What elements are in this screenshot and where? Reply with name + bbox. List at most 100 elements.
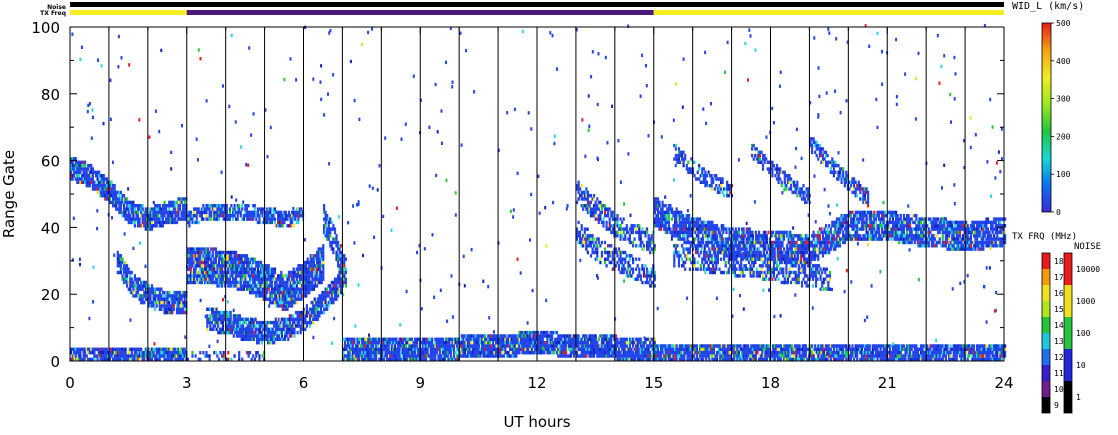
echo-cell bbox=[340, 260, 343, 265]
echo-cell bbox=[205, 280, 208, 285]
echo-cell bbox=[863, 210, 867, 215]
echo-cell bbox=[710, 180, 713, 184]
echo-cell bbox=[144, 284, 147, 288]
echo-cell bbox=[716, 234, 719, 238]
echo-cell bbox=[231, 277, 235, 281]
echo-cell bbox=[752, 274, 755, 278]
echo-cell bbox=[710, 184, 713, 188]
echo-cell bbox=[641, 247, 644, 251]
echo-cell bbox=[783, 277, 786, 281]
echo-cell bbox=[818, 270, 821, 275]
echo-cell bbox=[868, 217, 871, 221]
txfreq-noise-bar bbox=[70, 2, 1004, 15]
echo-cell bbox=[617, 250, 621, 255]
echo-cell bbox=[157, 207, 160, 211]
echo-cell bbox=[835, 230, 839, 235]
echo-cell bbox=[809, 240, 812, 245]
echo-cell bbox=[180, 300, 183, 305]
echo-cell bbox=[619, 260, 622, 265]
echo-cell bbox=[152, 300, 155, 305]
echo-cell bbox=[991, 224, 994, 228]
echo-cell bbox=[165, 304, 168, 308]
echo-cell bbox=[759, 240, 762, 245]
echo-cell bbox=[179, 310, 182, 315]
echo-cell bbox=[283, 297, 286, 301]
echo-cell bbox=[611, 227, 614, 231]
echo-cell bbox=[788, 270, 791, 275]
echo-cell bbox=[895, 217, 898, 221]
echo-cell bbox=[674, 250, 677, 255]
echo-cell bbox=[685, 167, 688, 171]
echo-cell bbox=[731, 227, 734, 231]
echo-cell bbox=[225, 270, 228, 275]
echo-cell bbox=[783, 257, 786, 261]
echo-cell bbox=[152, 297, 155, 301]
echo-cell bbox=[820, 230, 823, 235]
echo-cell bbox=[306, 290, 309, 295]
echo-cell bbox=[225, 257, 228, 261]
echo-cell bbox=[183, 204, 186, 208]
echo-cell bbox=[823, 237, 826, 241]
echo-cell bbox=[815, 254, 818, 258]
echo-cell bbox=[816, 277, 819, 281]
echo-cell bbox=[596, 204, 599, 208]
echo-cell bbox=[266, 217, 269, 221]
echo-cell bbox=[726, 270, 729, 275]
echo-cell bbox=[632, 270, 635, 275]
echo-cell bbox=[778, 240, 781, 245]
echo-cell bbox=[842, 230, 845, 235]
echo-cell bbox=[214, 217, 217, 221]
echo-cell bbox=[231, 330, 234, 335]
echo-cell bbox=[242, 334, 245, 338]
echo-cell bbox=[792, 257, 795, 261]
echo-cell bbox=[261, 297, 264, 301]
echo-cell bbox=[755, 254, 758, 258]
echo-cell bbox=[999, 240, 1002, 245]
echo-cell bbox=[765, 274, 768, 278]
echo-cell bbox=[283, 210, 286, 215]
echo-cell bbox=[122, 194, 126, 198]
echo-cell bbox=[845, 227, 848, 231]
echo-cell bbox=[255, 274, 258, 278]
echo-cell bbox=[871, 224, 874, 228]
echo-cell bbox=[753, 250, 756, 255]
echo-cell bbox=[149, 217, 152, 221]
echo-cell bbox=[704, 180, 707, 184]
echo-cell bbox=[255, 210, 258, 215]
echo-cell bbox=[261, 287, 264, 291]
echo-cell bbox=[779, 230, 782, 235]
echo-cell bbox=[74, 160, 77, 164]
echo-cell bbox=[94, 187, 98, 191]
echo-cell bbox=[124, 274, 127, 278]
echo-cell bbox=[250, 287, 253, 291]
echo-cell bbox=[969, 247, 972, 251]
echo-cell bbox=[124, 264, 127, 268]
echo-cell bbox=[130, 280, 133, 285]
echo-cell bbox=[700, 247, 703, 251]
echo-cell bbox=[958, 227, 962, 231]
echo-cell bbox=[775, 274, 779, 278]
echo-cell bbox=[678, 234, 681, 238]
echo-cell bbox=[232, 334, 235, 338]
echo-cell bbox=[264, 264, 267, 268]
echo-cell bbox=[313, 307, 316, 311]
echo-cell bbox=[279, 317, 282, 321]
echo-cell bbox=[269, 290, 272, 295]
echo-cell bbox=[91, 170, 94, 174]
echo-cell bbox=[854, 220, 857, 225]
echo-cell bbox=[337, 290, 340, 295]
echo-cell bbox=[274, 337, 277, 341]
echo-cell bbox=[296, 317, 299, 321]
echo-cell bbox=[951, 220, 954, 225]
echo-cell bbox=[834, 224, 837, 228]
echo-cell bbox=[258, 280, 261, 285]
echo-cell bbox=[205, 274, 208, 278]
echo-cell bbox=[986, 217, 990, 221]
echo-cell bbox=[122, 204, 126, 208]
echo-cell bbox=[919, 244, 923, 248]
echo-cell bbox=[175, 300, 179, 305]
echo-cell bbox=[257, 324, 260, 328]
echo-cell bbox=[787, 257, 790, 261]
echo-cell bbox=[669, 204, 672, 208]
echo-cell bbox=[767, 247, 770, 251]
